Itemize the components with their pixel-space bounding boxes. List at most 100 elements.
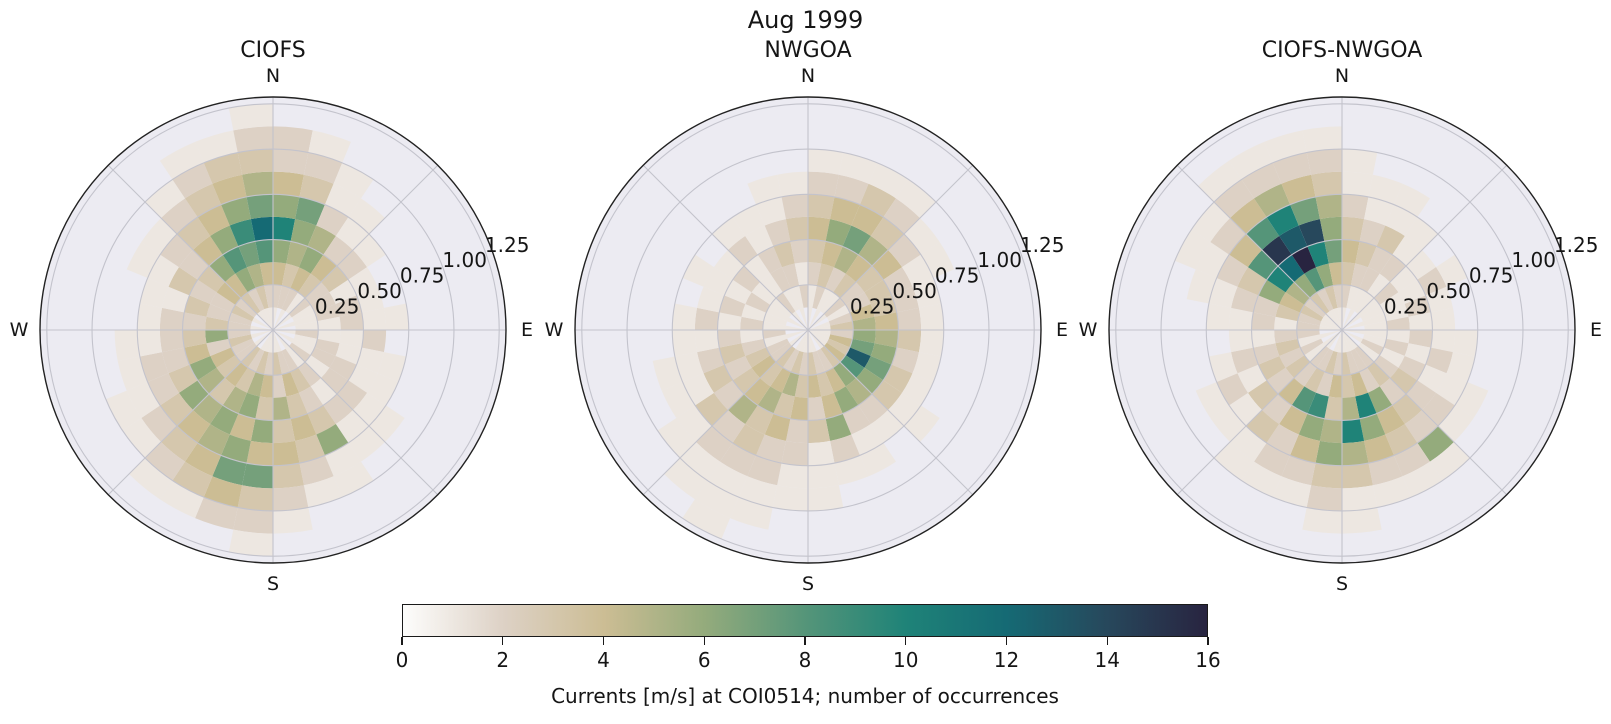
rose-cell [264,352,273,376]
rose-cell [1278,254,1305,283]
rose-cell [1241,461,1282,498]
rose-cell [833,273,856,299]
rose-cell [766,304,790,322]
rose-cell [1359,367,1380,393]
rose-cell [1300,338,1324,356]
rose-cell [182,330,207,348]
rose-cell [825,413,852,441]
rose-cell [235,298,258,318]
rose-cell [808,330,831,339]
rose-cell [808,194,835,220]
rose-cell [281,371,299,397]
rose-cell [871,250,903,280]
grid-spoke [1341,329,1508,496]
rose-cell [1290,196,1320,226]
rose-cell [247,371,265,397]
rose-cell [776,345,796,368]
rose-cell [777,463,808,489]
rose-cell [129,457,173,500]
rose-cell [732,367,761,394]
rose-cell [845,347,871,368]
rose-cell [1342,330,1355,351]
rose-cell [1304,342,1327,362]
rose-cell [741,304,767,322]
rose-cell [1298,219,1325,247]
rose-cell [246,440,273,466]
rose-cell [738,476,778,508]
rose-cell [310,254,337,283]
rose-cell [286,241,308,268]
rose-cell [228,103,273,131]
rose-cell [812,285,826,310]
rose-cell [233,126,273,153]
rose-cell [216,355,242,378]
rose-cell [273,330,278,353]
polar-chart-nwgoa: N E S W 0.250.500.751.001.25 [545,65,1068,595]
rose-cell [891,347,919,374]
rose-cell [1316,263,1334,289]
rose-cell [1367,273,1390,299]
rose-cell [277,350,291,375]
rose-cell [1402,461,1443,498]
rose-cell [1342,374,1356,398]
rose-cell [770,342,793,362]
rose-cell [1393,442,1430,477]
rose-cell [864,355,892,381]
rose-cell [777,171,808,197]
rose-cell [830,196,860,226]
rose-cell [1329,309,1342,330]
rose-cell [336,380,368,410]
rose-cell [828,312,853,326]
rose-cell [790,239,808,264]
rose-cell [1324,239,1342,264]
rose-cell [1446,352,1476,382]
rose-cell [1389,266,1418,293]
rose-cell [1315,194,1342,220]
direction-label-e: E [521,319,533,341]
figure-title: Aug 1999 [747,6,864,34]
rose-cell [912,278,942,308]
rose-cell [1333,352,1342,376]
rose-cell [137,330,163,357]
rose-cell [317,316,341,330]
rose-cell [184,343,211,365]
rose-cell [762,321,786,330]
rose-cell [1297,334,1322,348]
rose-cell [720,442,757,477]
radial-tick-label: 0.50 [892,279,937,303]
rose-cell [918,303,944,330]
rose-cell [1362,334,1387,348]
rose-cell [281,263,299,289]
rose-cell [229,413,256,441]
colorbar-tick-label: 8 [798,648,812,672]
rose-cell [1311,463,1342,489]
rose-cell [808,284,817,308]
rose-cell [773,392,795,419]
rose-cell [859,183,896,218]
rose-cell [760,273,783,299]
direction-label-n: N [266,65,280,87]
rose-cell [285,345,305,368]
rose-cell [766,338,790,356]
rose-cell [1372,476,1412,508]
rose-cell [1350,348,1368,372]
rose-cell [1333,284,1342,308]
rose-cell [273,126,313,153]
rose-cell [912,352,942,382]
rose-cell [808,239,826,264]
rose-cell [1304,267,1325,293]
rose-cell [1417,267,1447,296]
rose-cell [808,418,831,444]
rose-cell [1342,440,1369,466]
rose-cell [1272,152,1312,184]
rose-cell [764,413,791,441]
grid-spoke [807,329,974,496]
rose-cell [816,263,834,289]
rose-cell [259,374,273,398]
rose-cell [751,355,777,378]
rose-cell [1404,295,1431,317]
rose-cell [314,338,340,356]
radial-tick-label: 1.25 [1020,233,1065,257]
rose-cell [1346,285,1360,310]
